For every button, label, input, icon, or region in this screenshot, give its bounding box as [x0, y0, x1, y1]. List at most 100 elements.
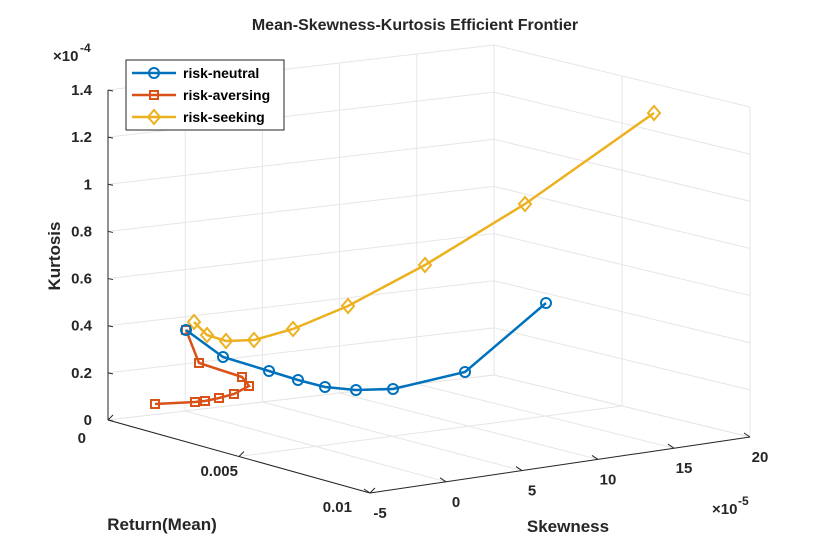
y-gridline	[185, 410, 447, 483]
z-gridline	[107, 233, 751, 297]
risk-seeking-point	[246, 331, 262, 349]
z-tick-mark	[107, 372, 114, 375]
risk-seeking-point	[199, 326, 215, 344]
y-axis-label: Skewness	[527, 517, 609, 536]
z-tick-mark	[107, 419, 114, 422]
risk-aversing-point	[214, 393, 224, 403]
z-axis-label: Kurtosis	[45, 222, 64, 291]
series-risk-seeking	[186, 104, 662, 350]
y-tick-mark	[439, 477, 447, 483]
z-tick-label: 0	[84, 412, 92, 429]
z-tick-mark	[107, 136, 114, 139]
x-tick-mark	[238, 451, 245, 457]
y-exponent-base: ×10	[712, 501, 737, 518]
risk-seeking-point	[417, 256, 433, 274]
risk-aversing-point	[229, 389, 239, 399]
y-tick-label: -5	[373, 505, 386, 522]
z-tick-mark	[107, 278, 114, 281]
axes	[107, 89, 751, 494]
x-tick-mark	[369, 487, 376, 494]
legend-item-risk-aversing: risk-aversing	[132, 87, 270, 103]
z-tick-label: 0.4	[71, 318, 93, 335]
z-exponent-power: -4	[80, 41, 91, 55]
x-gridline	[107, 374, 495, 421]
risk-neutral-point	[217, 351, 229, 363]
tick-labels: 0 0.2 0.4 0.6 0.8 1 1.2 1.4 0 0.005 0.01 -5 0 5 10 15 20	[71, 82, 768, 522]
z-tick-mark	[107, 89, 114, 92]
y-tick-mark	[743, 432, 751, 438]
y-axis-line	[369, 436, 751, 494]
z-tick-label: 0.8	[71, 223, 92, 240]
y-tick-label: 0	[452, 494, 460, 511]
risk-seeking-line	[193, 111, 655, 343]
y-tick-label: 15	[676, 460, 693, 477]
risk-seeking-point	[285, 320, 301, 338]
legend-label: risk-neutral	[183, 65, 259, 81]
y-exponent-power: -5	[738, 494, 749, 508]
z-tick-mark	[107, 183, 114, 186]
x-tick-mark	[107, 414, 114, 421]
risk-seeking-point	[517, 195, 533, 213]
risk-neutral-point	[350, 384, 362, 396]
legend-marker	[146, 108, 162, 126]
risk-aversing-point	[150, 399, 160, 409]
x-tick-label: 0	[78, 430, 86, 447]
risk-seeking-point	[218, 332, 234, 350]
risk-aversing-point	[244, 381, 254, 391]
y-tick-mark	[515, 466, 523, 472]
risk-neutral-point	[180, 324, 192, 336]
legend-label: risk-seeking	[183, 109, 265, 125]
x-tick-label: 0.01	[323, 499, 352, 516]
series-risk-aversing	[150, 325, 254, 409]
risk-aversing-point	[237, 372, 247, 382]
z-exponent: ×10 -4	[53, 41, 91, 65]
risk-neutral-point	[319, 381, 331, 393]
z-tick-label: 0.2	[71, 365, 92, 382]
y-gridline	[262, 401, 523, 472]
risk-neutral-point	[459, 366, 471, 378]
risk-seeking-point	[646, 104, 662, 122]
legend-marker	[148, 67, 160, 79]
x-gridline	[238, 405, 623, 457]
z-tick-label: 1	[84, 176, 92, 193]
z-tick-label: 1.4	[71, 82, 93, 99]
y-tick-mark	[591, 454, 599, 460]
risk-neutral-point	[292, 374, 304, 386]
legend-marker	[149, 90, 159, 100]
x-tick-label: 0.005	[200, 463, 238, 480]
risk-seeking-point	[186, 313, 202, 331]
risk-neutral-point	[263, 365, 275, 377]
risk-neutral-line	[185, 302, 547, 392]
y-tick-label: 20	[752, 449, 769, 466]
risk-aversing-point	[190, 397, 200, 407]
risk-neutral-point	[540, 297, 552, 309]
z-tick-mark	[107, 325, 114, 328]
y-gridline	[339, 392, 599, 460]
legend-item-risk-neutral: risk-neutral	[132, 65, 259, 81]
y-exponent: ×10 -5	[712, 494, 749, 518]
risk-aversing-point	[200, 396, 210, 406]
series	[150, 104, 662, 409]
z-exponent-base: ×10	[53, 48, 78, 65]
y-tick-mark	[363, 488, 371, 494]
legend: risk-neutral risk-aversing risk-seeking	[125, 59, 285, 131]
z-tick-label: 1.2	[71, 129, 92, 146]
y-gridline	[493, 374, 751, 438]
y-tick-label: 5	[528, 483, 536, 500]
x-axis-label: Return(Mean)	[107, 515, 217, 534]
y-tick-mark	[667, 443, 675, 449]
z-tick-label: 0.6	[71, 271, 92, 288]
series-risk-neutral	[180, 297, 552, 396]
z-gridline	[107, 138, 751, 202]
risk-seeking-point	[340, 297, 356, 315]
legend-item-risk-seeking: risk-seeking	[132, 108, 265, 126]
legend-label: risk-aversing	[183, 87, 270, 103]
y-gridline	[416, 383, 675, 449]
risk-aversing-point	[194, 358, 204, 368]
z-gridline	[107, 185, 751, 249]
z-tick-mark	[107, 230, 114, 233]
y-tick-label: 10	[600, 471, 617, 488]
risk-neutral-point	[387, 383, 399, 395]
chart-title: Mean-Skewness-Kurtosis Efficient Frontie…	[252, 17, 578, 34]
